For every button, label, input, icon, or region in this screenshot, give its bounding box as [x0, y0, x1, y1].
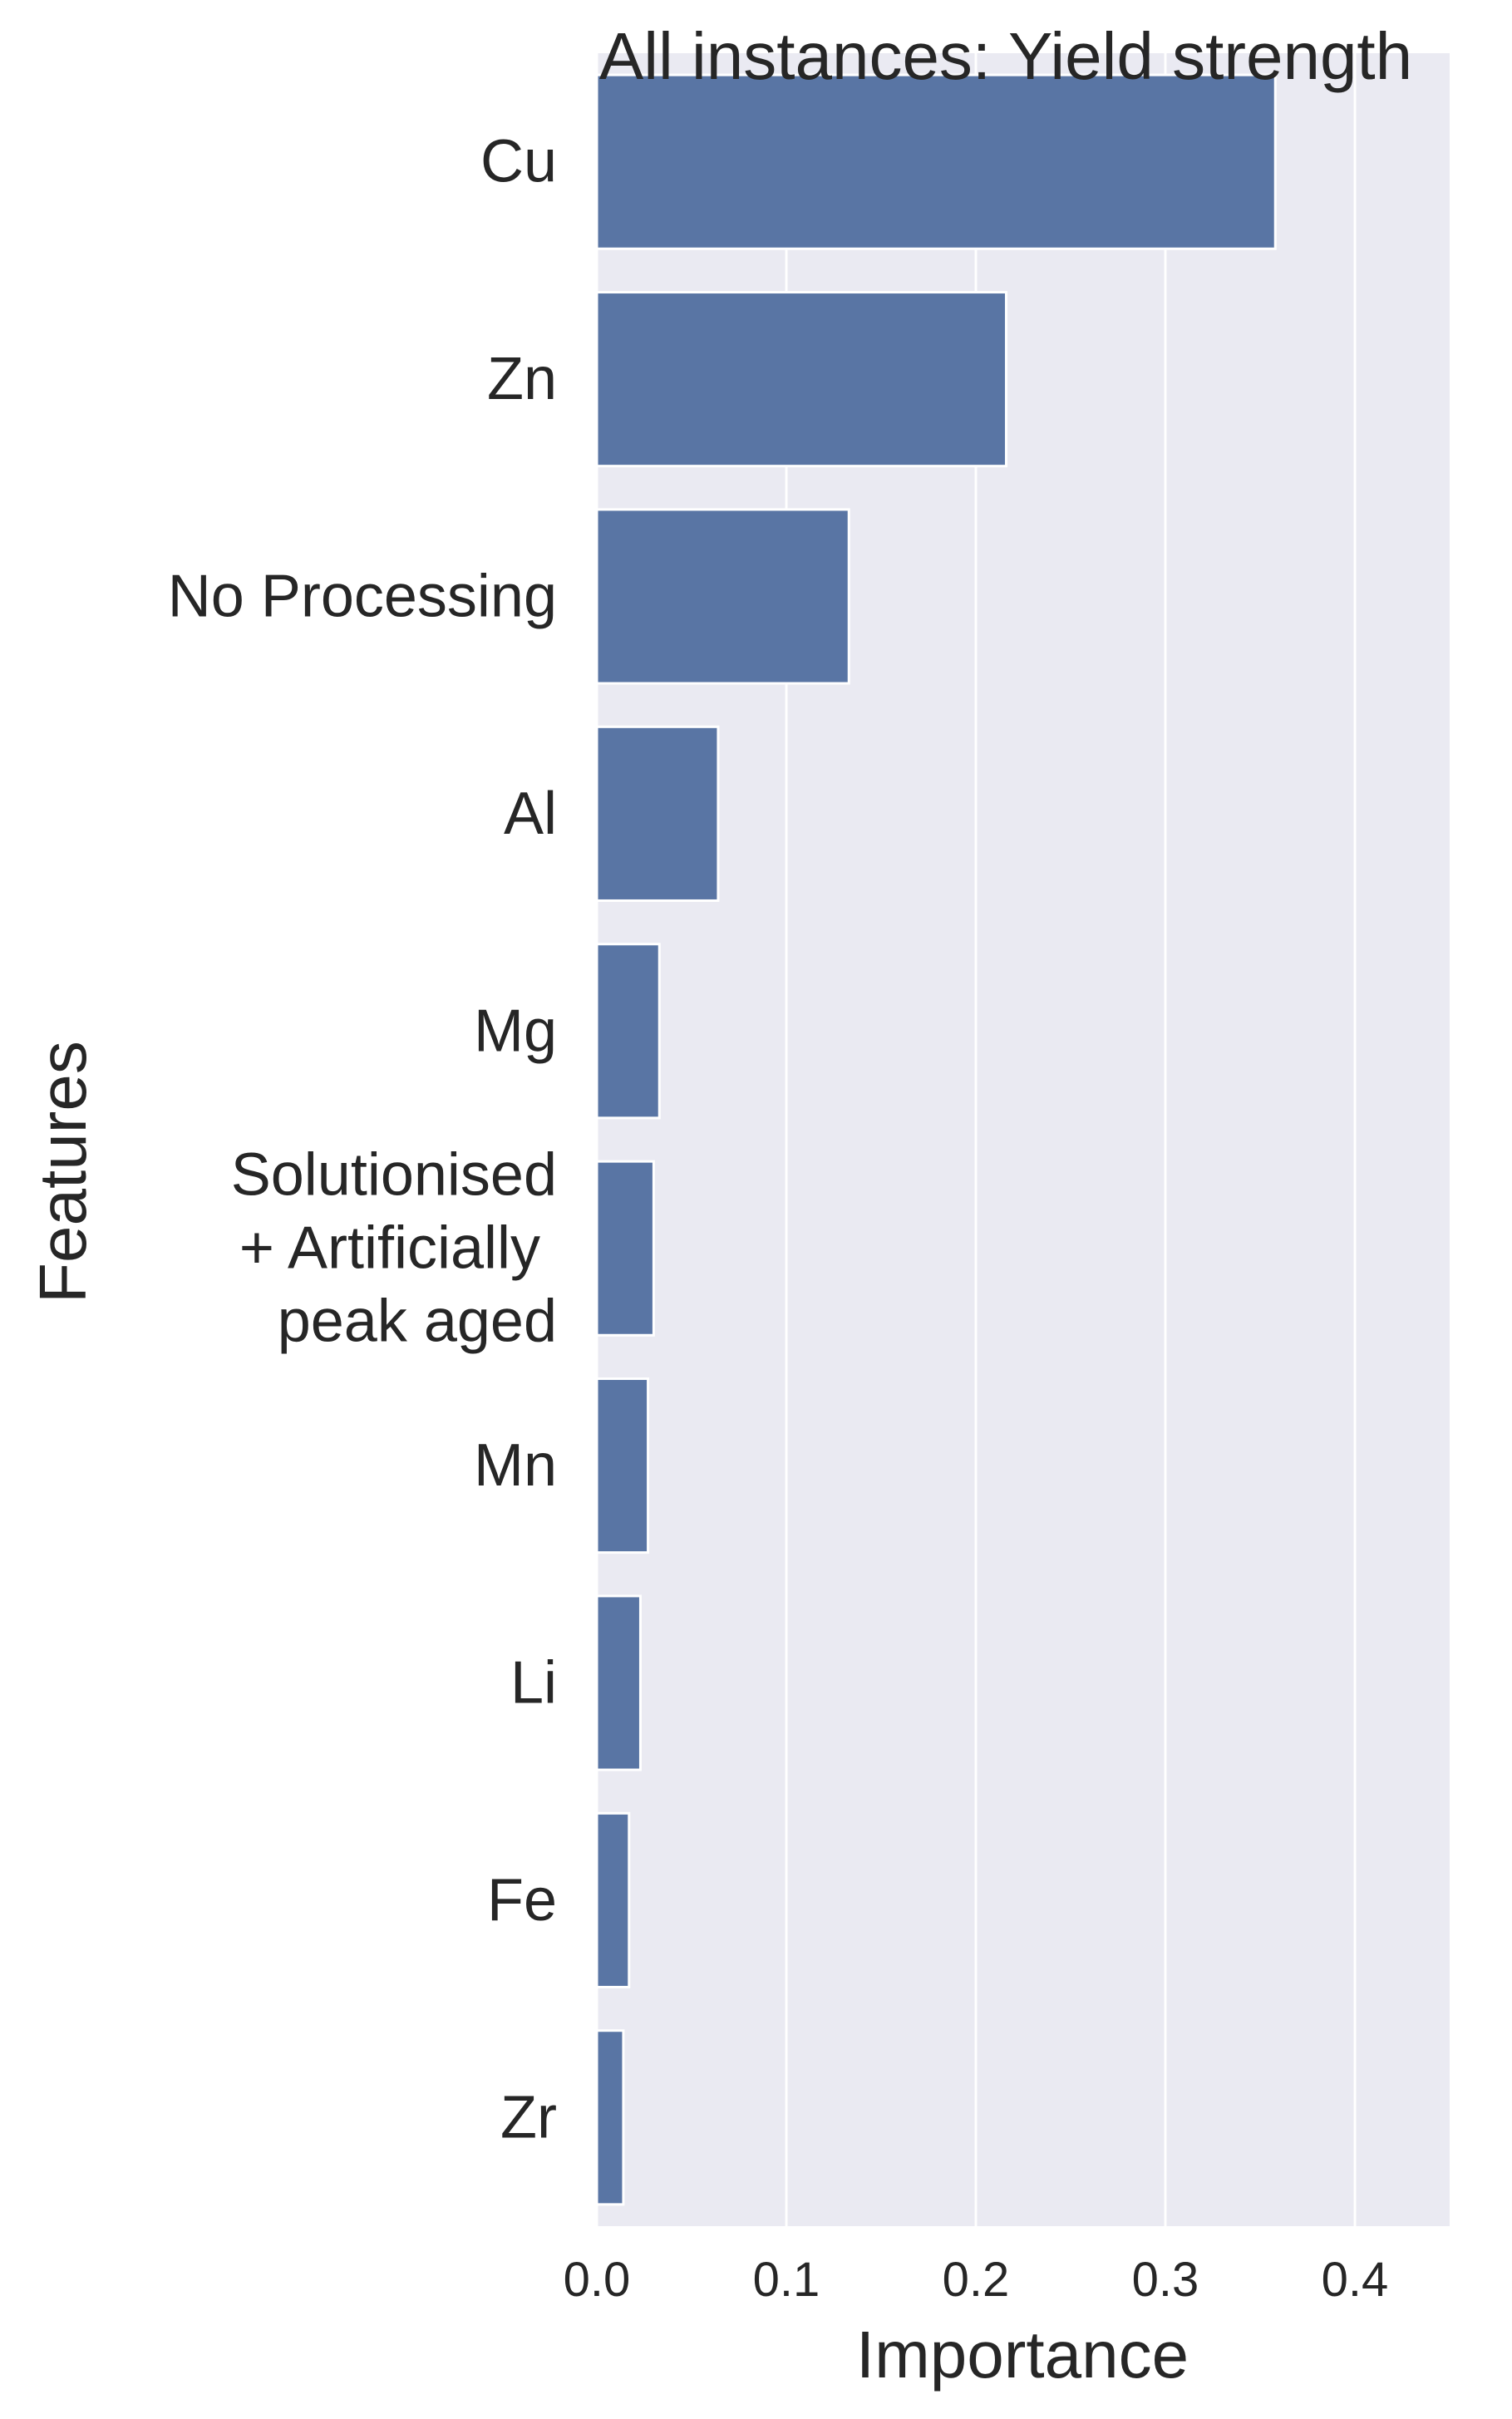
category-label: Zr: [500, 2084, 557, 2150]
bar: [595, 1811, 631, 1988]
x-tick-label: 0.3: [1132, 2253, 1199, 2307]
x-tick-label: 0.4: [1322, 2253, 1389, 2307]
category-label: Mg: [474, 998, 557, 1064]
bar: [595, 725, 720, 902]
bar: [595, 291, 1007, 468]
category-label: Zn: [487, 346, 557, 412]
category-label: Al: [504, 781, 557, 847]
bar: [595, 73, 1277, 250]
bar: [595, 508, 850, 685]
category-labels: Cu Zn No Processing Al Mg Solutionised + Arti…: [168, 129, 557, 2151]
category-label: Fe: [487, 1867, 557, 1934]
x-tick-labels: 0.0 0.1 0.2 0.3 0.4: [564, 2253, 1389, 2307]
x-tick-label: 0.2: [943, 2253, 1010, 2307]
y-axis-label: Features: [26, 1041, 100, 1303]
bar: [595, 2029, 625, 2206]
bar: [595, 1594, 642, 1771]
category-label: Solutionised + Artificially peak aged: [223, 1142, 557, 1355]
category-label: Cu: [480, 129, 557, 195]
chart-title: All instances: Yield strength: [599, 19, 1412, 93]
x-tick-label: 0.0: [564, 2253, 631, 2307]
x-axis-label: Importance: [856, 2318, 1189, 2392]
bar: [595, 1377, 650, 1554]
bars: [595, 73, 1277, 2206]
bar: [595, 1160, 655, 1337]
category-label: Mn: [474, 1432, 557, 1499]
bar: [595, 943, 661, 1120]
x-tick-label: 0.1: [753, 2253, 820, 2307]
category-label: Li: [510, 1650, 557, 1717]
category-label: No Processing: [168, 564, 557, 630]
